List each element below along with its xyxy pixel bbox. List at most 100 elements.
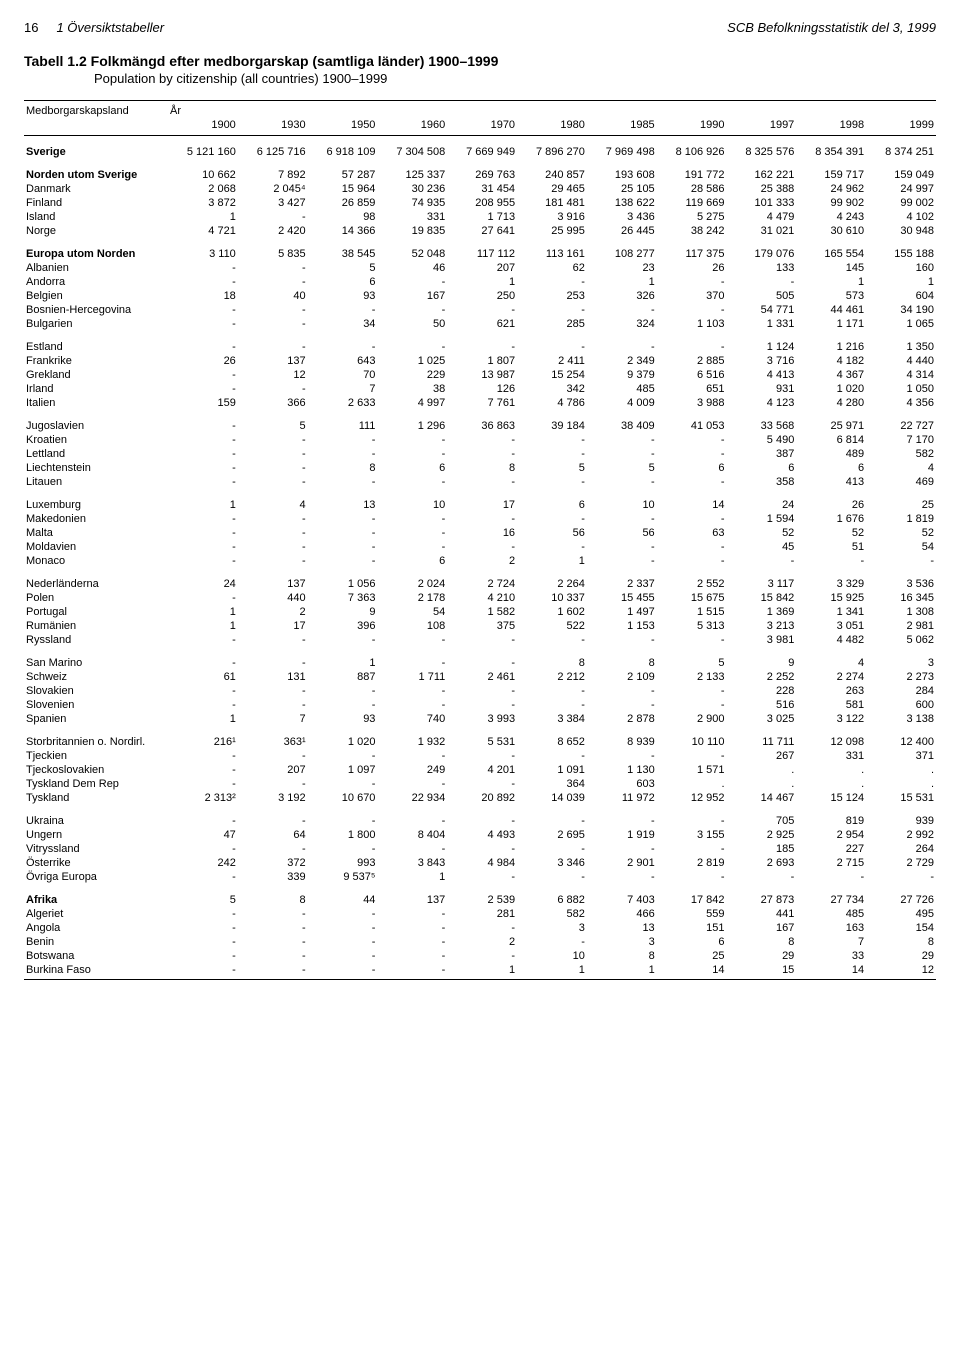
cell-value: 2 349: [587, 354, 657, 368]
cell-value: 167: [377, 289, 447, 303]
cell-value: 185: [727, 842, 797, 856]
cell-value: 263: [796, 684, 866, 698]
cell-value: 7 170: [866, 433, 936, 447]
table-row: Moldavien--------455154: [24, 540, 936, 554]
cell-value: -: [517, 433, 587, 447]
cell-value: 5: [587, 461, 657, 475]
cell-value: -: [377, 842, 447, 856]
cell-value: 3 843: [377, 856, 447, 870]
cell-value: 413: [796, 475, 866, 489]
cell-value: -: [168, 382, 238, 396]
cell-value: 38 545: [308, 238, 378, 261]
table-row: Europa utom Norden3 1105 83538 54552 048…: [24, 238, 936, 261]
cell-value: 26 445: [587, 224, 657, 238]
cell-value: 2 729: [866, 856, 936, 870]
cell-value: -: [587, 684, 657, 698]
cell-value: 3 051: [796, 619, 866, 633]
cell-value: 101 333: [727, 196, 797, 210]
table-row: Storbritannien o. Nordirl.216¹363¹1 0201…: [24, 726, 936, 749]
table-row: Portugal129541 5821 6021 4971 5151 3691 …: [24, 605, 936, 619]
cell-value: 269 763: [447, 159, 517, 182]
cell-value: 1 153: [587, 619, 657, 633]
cell-value: 2 313²: [168, 791, 238, 805]
cell-value: -: [308, 633, 378, 647]
cell-value: 16: [447, 526, 517, 540]
cell-value: -: [657, 554, 727, 568]
row-label: Makedonien: [24, 512, 168, 526]
cell-value: 396: [308, 619, 378, 633]
cell-value: 522: [517, 619, 587, 633]
cell-value: -: [168, 907, 238, 921]
cell-value: 25 995: [517, 224, 587, 238]
cell-value: 4 280: [796, 396, 866, 410]
cell-value: 7 896 270: [517, 136, 587, 160]
cell-value: 4 123: [727, 396, 797, 410]
cell-value: 485: [587, 382, 657, 396]
cell-value: 117 375: [657, 238, 727, 261]
cell-value: 3 213: [727, 619, 797, 633]
table-title-block: Tabell 1.2 Folkmängd efter medborgarskap…: [24, 53, 936, 86]
cell-value: 1 350: [866, 331, 936, 354]
cell-value: 5 835: [238, 238, 308, 261]
cell-value: -: [517, 540, 587, 554]
cell-value: -: [308, 512, 378, 526]
cell-value: -: [238, 475, 308, 489]
table-label: Tabell 1.2: [24, 53, 87, 69]
cell-value: 7 761: [447, 396, 517, 410]
cell-value: 4 493: [447, 828, 517, 842]
row-label: Luxemburg: [24, 489, 168, 512]
publication-title: SCB Befolkningsstatistik del 3, 1999: [727, 20, 936, 35]
cell-value: 227: [796, 842, 866, 856]
cell-value: 5: [517, 461, 587, 475]
cell-value: 3 872: [168, 196, 238, 210]
table-row: Rumänien1173961083755221 1535 3133 2133 …: [24, 619, 936, 633]
cell-value: 10 337: [517, 591, 587, 605]
cell-value: 25 971: [796, 410, 866, 433]
cell-value: -: [587, 331, 657, 354]
cell-value: 7: [796, 935, 866, 949]
cell-value: 364: [517, 777, 587, 791]
cell-value: 4 413: [727, 368, 797, 382]
cell-value: 4 201: [447, 763, 517, 777]
table-row: Afrika58441372 5396 8827 40317 84227 873…: [24, 884, 936, 907]
cell-value: 2 981: [866, 619, 936, 633]
cell-value: -: [238, 540, 308, 554]
cell-value: 15 964: [308, 182, 378, 196]
cell-value: 24: [168, 568, 238, 591]
row-label: Polen: [24, 591, 168, 605]
cell-value: 229: [377, 368, 447, 382]
cell-value: -: [447, 749, 517, 763]
cell-value: -: [657, 433, 727, 447]
cell-value: 1 091: [517, 763, 587, 777]
cell-value: 93: [308, 289, 378, 303]
cell-value: -: [308, 684, 378, 698]
cell-value: 54 771: [727, 303, 797, 317]
col-blank: [24, 118, 168, 136]
cell-value: -: [447, 698, 517, 712]
cell-value: 1 171: [796, 317, 866, 331]
cell-value: 22 934: [377, 791, 447, 805]
cell-value: -: [377, 777, 447, 791]
cell-value: 7 304 508: [377, 136, 447, 160]
cell-value: 5 490: [727, 433, 797, 447]
cell-value: 887: [308, 670, 378, 684]
row-label: Irland: [24, 382, 168, 396]
cell-value: 64: [238, 828, 308, 842]
cell-value: -: [238, 512, 308, 526]
cell-value: 5: [308, 261, 378, 275]
table-row: Danmark2 0682 045⁴15 96430 23631 45429 4…: [24, 182, 936, 196]
row-label: Benin: [24, 935, 168, 949]
cell-value: 1: [308, 647, 378, 670]
cell-value: 1 932: [377, 726, 447, 749]
cell-value: 54: [866, 540, 936, 554]
cell-value: 2 695: [517, 828, 587, 842]
table-row: Grekland-127022913 98715 2549 3796 5164 …: [24, 368, 936, 382]
cell-value: 1 369: [727, 605, 797, 619]
cell-value: -: [587, 540, 657, 554]
cell-value: 17: [447, 489, 517, 512]
cell-value: 163: [796, 921, 866, 935]
cell-value: 12: [238, 368, 308, 382]
cell-value: 159: [168, 396, 238, 410]
table-row: Tjeckien--------267331371: [24, 749, 936, 763]
cell-value: 8 939: [587, 726, 657, 749]
